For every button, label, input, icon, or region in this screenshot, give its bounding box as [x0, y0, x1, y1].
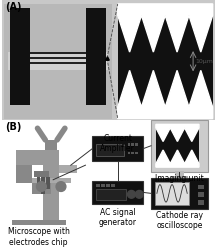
Bar [198, 200, 204, 205]
Bar [101, 184, 105, 186]
Bar [86, 8, 106, 86]
Bar [12, 220, 66, 226]
Text: Cathode ray
oscilloscope: Cathode ray oscilloscope [156, 211, 203, 230]
Bar [151, 178, 208, 209]
Bar [59, 165, 77, 173]
Bar [155, 182, 189, 205]
Bar [10, 8, 30, 86]
Bar [135, 143, 138, 146]
Text: (A): (A) [5, 2, 22, 12]
Bar [22, 178, 71, 183]
Text: (B): (B) [5, 122, 21, 132]
Circle shape [36, 182, 46, 192]
Bar [86, 8, 106, 27]
Bar [34, 171, 49, 177]
Bar [132, 143, 134, 146]
Bar [36, 177, 40, 190]
Bar [16, 161, 32, 183]
Bar [2, 0, 215, 120]
Text: Microscope with
electrodes chip: Microscope with electrodes chip [8, 227, 69, 247]
Text: Imaging unit: Imaging unit [155, 174, 204, 183]
Text: Current
Amplifier: Current Amplifier [100, 134, 135, 154]
Bar [41, 177, 45, 194]
Bar [96, 188, 126, 200]
Bar [92, 181, 143, 204]
Bar [174, 171, 184, 177]
Bar [86, 81, 106, 105]
Bar [118, 4, 213, 118]
Bar [10, 81, 30, 105]
Bar [45, 140, 57, 150]
Bar [198, 192, 204, 197]
Bar [171, 176, 188, 179]
Circle shape [56, 182, 66, 192]
Bar [30, 62, 86, 64]
Polygon shape [118, 4, 213, 52]
Circle shape [128, 190, 135, 198]
Bar [198, 184, 204, 190]
Bar [111, 184, 115, 186]
Polygon shape [156, 124, 199, 142]
Bar [156, 124, 199, 167]
Bar [30, 57, 86, 59]
Bar [128, 152, 130, 154]
Bar [92, 136, 143, 161]
Bar [135, 152, 138, 154]
Bar [43, 150, 59, 220]
Bar [4, 4, 112, 118]
Circle shape [135, 190, 143, 198]
Bar [96, 184, 100, 186]
Bar [32, 183, 51, 194]
Text: 10μm: 10μm [195, 59, 213, 64]
Bar [151, 120, 208, 172]
Bar [132, 152, 134, 154]
Bar [2, 120, 215, 243]
Bar [8, 52, 108, 70]
Text: AC signal
generator: AC signal generator [99, 208, 137, 227]
Bar [128, 143, 130, 146]
Bar [30, 52, 86, 54]
Polygon shape [118, 70, 213, 118]
Bar [106, 184, 110, 186]
Bar [16, 150, 59, 165]
Polygon shape [156, 150, 199, 167]
Bar [10, 8, 30, 27]
Bar [96, 144, 124, 156]
Bar [46, 177, 50, 188]
